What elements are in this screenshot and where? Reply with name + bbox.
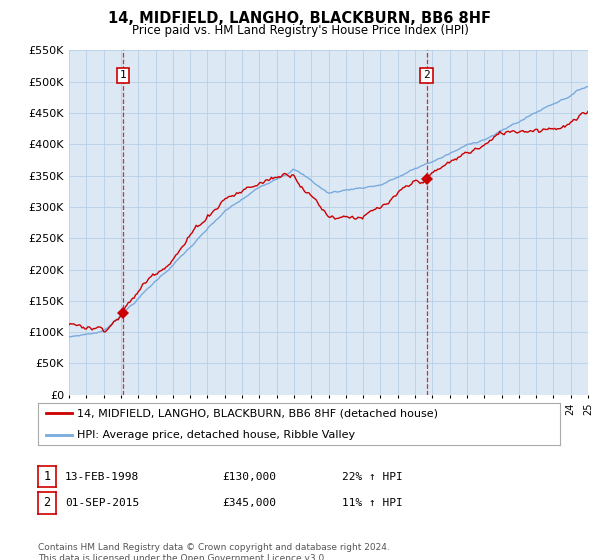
Text: Contains HM Land Registry data © Crown copyright and database right 2024.
This d: Contains HM Land Registry data © Crown c… [38,543,389,560]
Text: £345,000: £345,000 [222,498,276,508]
Text: 14, MIDFIELD, LANGHO, BLACKBURN, BB6 8HF: 14, MIDFIELD, LANGHO, BLACKBURN, BB6 8HF [109,11,491,26]
Text: 1: 1 [119,71,127,81]
Text: 13-FEB-1998: 13-FEB-1998 [65,472,139,482]
Text: 2: 2 [423,71,430,81]
Text: Price paid vs. HM Land Registry's House Price Index (HPI): Price paid vs. HM Land Registry's House … [131,24,469,36]
Text: HPI: Average price, detached house, Ribble Valley: HPI: Average price, detached house, Ribb… [77,430,355,440]
Text: £130,000: £130,000 [222,472,276,482]
Text: 01-SEP-2015: 01-SEP-2015 [65,498,139,508]
Text: 22% ↑ HPI: 22% ↑ HPI [342,472,403,482]
Text: 11% ↑ HPI: 11% ↑ HPI [342,498,403,508]
Text: 2: 2 [43,496,50,510]
Text: 1: 1 [43,470,50,483]
Text: 14, MIDFIELD, LANGHO, BLACKBURN, BB6 8HF (detached house): 14, MIDFIELD, LANGHO, BLACKBURN, BB6 8HF… [77,408,438,418]
